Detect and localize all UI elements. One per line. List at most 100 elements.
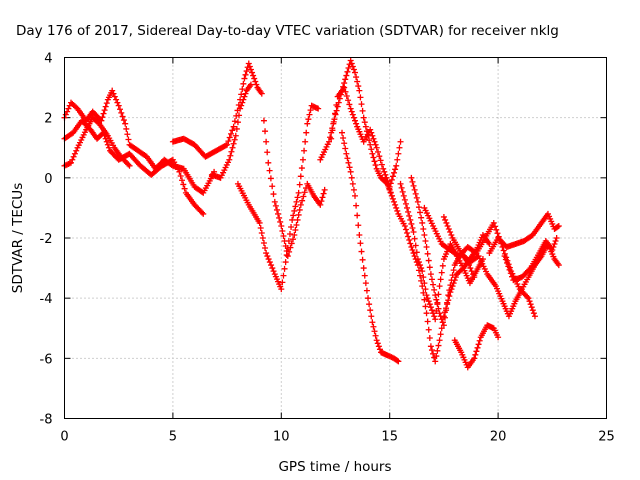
data-point-marker	[284, 253, 291, 260]
data-point-marker	[396, 144, 403, 151]
data-point-marker	[99, 114, 106, 121]
data-point-marker	[258, 229, 265, 236]
data-point-marker	[100, 129, 107, 136]
data-point-marker	[427, 271, 434, 278]
data-point-marker	[247, 66, 254, 73]
data-point-marker	[392, 166, 399, 173]
data-point-marker	[341, 84, 348, 91]
data-point-marker	[305, 116, 312, 123]
data-point-marker	[331, 116, 338, 123]
data-point-marker	[342, 88, 349, 95]
data-point-marker	[292, 226, 299, 233]
data-point-marker	[233, 125, 240, 132]
data-point-marker	[405, 233, 412, 240]
data-point-marker	[422, 303, 429, 310]
data-point-marker	[504, 259, 511, 266]
data-point-marker	[410, 182, 417, 189]
data-point-marker	[266, 167, 273, 174]
data-point-marker	[286, 230, 293, 237]
series-arc4	[169, 60, 265, 160]
y-tick-label: 4	[44, 52, 52, 67]
data-point-marker	[354, 212, 361, 219]
data-point-marker	[230, 140, 237, 147]
data-point-marker	[105, 144, 112, 151]
data-point-marker	[426, 335, 433, 342]
data-point-marker	[424, 250, 431, 257]
data-point-marker	[234, 119, 241, 126]
data-point-marker	[391, 198, 398, 205]
data-point-marker	[113, 96, 120, 103]
data-point-marker	[179, 177, 186, 184]
data-point-marker	[555, 222, 562, 229]
y-axis-label: SDTVAR / TECUs	[10, 183, 26, 293]
data-point-marker	[199, 209, 206, 216]
data-point-marker	[315, 105, 322, 112]
data-point-marker	[260, 240, 267, 247]
data-point-marker	[348, 174, 355, 181]
data-point-marker	[355, 222, 362, 229]
data-point-marker	[404, 229, 411, 236]
data-point-marker	[450, 267, 457, 274]
data-point-marker	[349, 111, 356, 118]
data-point-marker	[430, 350, 437, 357]
data-point-marker	[367, 126, 374, 133]
data-point-marker	[344, 68, 351, 75]
data-point-marker	[394, 207, 401, 214]
data-point-marker	[353, 74, 360, 81]
data-point-marker	[389, 173, 396, 180]
data-point-marker	[528, 304, 535, 311]
data-point-marker	[231, 136, 238, 143]
data-point-marker	[356, 231, 363, 238]
data-point-marker	[342, 145, 349, 152]
data-point-marker	[288, 223, 295, 230]
data-point-marker	[318, 198, 325, 205]
data-point-marker	[101, 107, 108, 114]
data-point-marker	[443, 307, 450, 314]
data-point-marker	[375, 343, 382, 350]
data-point-marker	[355, 83, 362, 90]
data-point-marker	[251, 75, 258, 82]
data-point-marker	[347, 168, 354, 175]
data-point-marker	[401, 222, 408, 229]
y-axis-tick-labels: -8 -6 -4 -2 0 2 4	[40, 52, 53, 428]
data-point-marker	[282, 243, 289, 250]
data-point-marker	[402, 226, 409, 233]
data-point-marker	[431, 286, 438, 293]
data-point-marker	[98, 117, 105, 124]
data-point-marker	[369, 150, 376, 157]
data-point-marker	[476, 337, 483, 344]
data-point-marker	[474, 344, 481, 351]
data-point-marker	[332, 110, 339, 117]
data-point-marker	[280, 272, 287, 279]
data-point-marker	[73, 147, 80, 154]
data-point-marker	[256, 219, 263, 226]
data-point-marker	[286, 248, 293, 255]
data-point-marker	[290, 236, 297, 243]
data-point-marker	[278, 222, 285, 229]
data-point-marker	[386, 185, 393, 192]
data-point-marker	[357, 240, 364, 247]
data-point-marker	[526, 298, 533, 305]
data-point-marker	[391, 169, 398, 176]
data-point-marker	[437, 276, 444, 283]
data-point-marker	[349, 180, 356, 187]
data-point-marker	[307, 107, 314, 114]
data-point-marker	[123, 125, 130, 132]
data-point-marker	[291, 231, 298, 238]
data-point-marker	[384, 182, 391, 189]
data-point-marker	[368, 313, 375, 320]
data-point-marker	[420, 225, 427, 232]
data-point-marker	[366, 301, 373, 308]
data-point-marker	[439, 262, 446, 269]
data-point-marker	[222, 142, 229, 149]
data-point-marker	[371, 158, 378, 165]
data-point-marker	[349, 63, 356, 70]
data-point-marker	[531, 313, 538, 320]
data-point-marker	[292, 203, 299, 210]
data-point-marker	[300, 193, 307, 200]
data-point-marker	[420, 274, 427, 281]
data-point-marker	[280, 232, 287, 239]
data-point-marker	[555, 262, 562, 269]
data-point-marker	[424, 318, 431, 325]
data-point-marker	[426, 264, 433, 271]
